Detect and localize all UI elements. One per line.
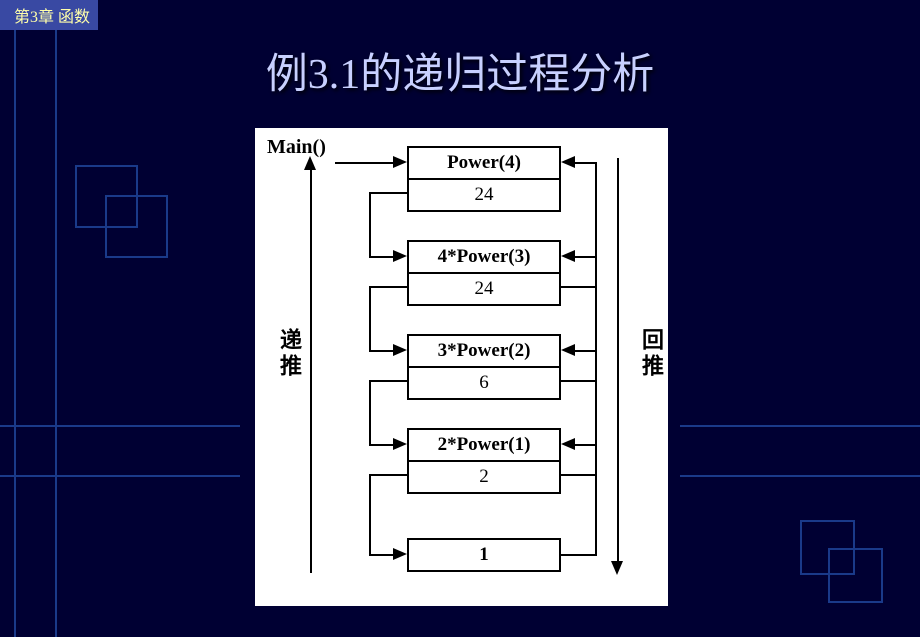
arrow-line xyxy=(561,286,597,288)
arrow-head-right-icon xyxy=(393,438,407,450)
arrow-line xyxy=(335,162,395,164)
arrow-line xyxy=(573,256,597,258)
arrow-line xyxy=(595,162,597,286)
arrow-head-right-icon xyxy=(393,250,407,262)
step-box: 3*Power(2) 6 xyxy=(407,334,561,400)
step-call: 1 xyxy=(409,540,559,570)
deco-rect xyxy=(828,548,883,603)
chapter-header: 第3章 函数 xyxy=(0,0,98,30)
arrow-line xyxy=(369,380,407,382)
arrow-line xyxy=(369,192,371,256)
arrow-line xyxy=(369,192,407,194)
step-return: 24 xyxy=(409,180,559,210)
arrow-head-up-icon xyxy=(304,156,316,170)
step-return: 24 xyxy=(409,274,559,304)
arrow-line xyxy=(369,350,395,352)
arrow-head-down-icon xyxy=(611,561,623,575)
deco-line xyxy=(680,475,920,477)
arrow-line xyxy=(369,554,395,556)
slide: 第3章 函数 例3.1的递归过程分析 Main() Power(4) 24 4*… xyxy=(0,0,920,637)
step-call: Power(4) xyxy=(409,148,559,180)
step-return: 2 xyxy=(409,462,559,492)
step-call: 4*Power(3) xyxy=(409,242,559,274)
arrow-line xyxy=(310,168,312,573)
arrow-line xyxy=(369,256,395,258)
arrow-line xyxy=(369,474,371,554)
arrow-line xyxy=(573,162,597,164)
arrow-head-right-icon xyxy=(393,344,407,356)
recursion-diagram: Main() Power(4) 24 4*Power(3) 24 3*Power… xyxy=(255,128,668,606)
step-box: 1 xyxy=(407,538,561,572)
arrow-line xyxy=(369,286,371,350)
arrow-line xyxy=(369,286,407,288)
arrow-line xyxy=(369,474,407,476)
arrow-line xyxy=(561,380,597,382)
arrow-head-left-icon xyxy=(561,250,575,262)
left-side-label: 递推 xyxy=(273,328,305,380)
deco-line xyxy=(0,425,240,427)
arrow-head-left-icon xyxy=(561,344,575,356)
deco-line xyxy=(680,425,920,427)
step-box: Power(4) 24 xyxy=(407,146,561,212)
arrow-line xyxy=(573,350,597,352)
step-box: 4*Power(3) 24 xyxy=(407,240,561,306)
arrow-line xyxy=(617,158,619,563)
step-call: 3*Power(2) xyxy=(409,336,559,368)
step-return: 6 xyxy=(409,368,559,398)
arrow-line xyxy=(561,554,597,556)
arrow-line xyxy=(369,444,395,446)
slide-title: 例3.1的递归过程分析 xyxy=(0,40,920,101)
right-side-label: 回推 xyxy=(635,328,667,380)
arrow-line xyxy=(573,444,597,446)
main-label: Main() xyxy=(267,136,326,159)
arrow-head-left-icon xyxy=(561,438,575,450)
deco-rect xyxy=(105,195,168,258)
arrow-head-right-icon xyxy=(393,548,407,560)
deco-line xyxy=(0,475,240,477)
step-box: 2*Power(1) 2 xyxy=(407,428,561,494)
arrow-line xyxy=(369,380,371,444)
arrow-head-right-icon xyxy=(393,156,407,168)
step-call: 2*Power(1) xyxy=(409,430,559,462)
arrow-line xyxy=(561,474,597,476)
arrow-head-left-icon xyxy=(561,156,575,168)
